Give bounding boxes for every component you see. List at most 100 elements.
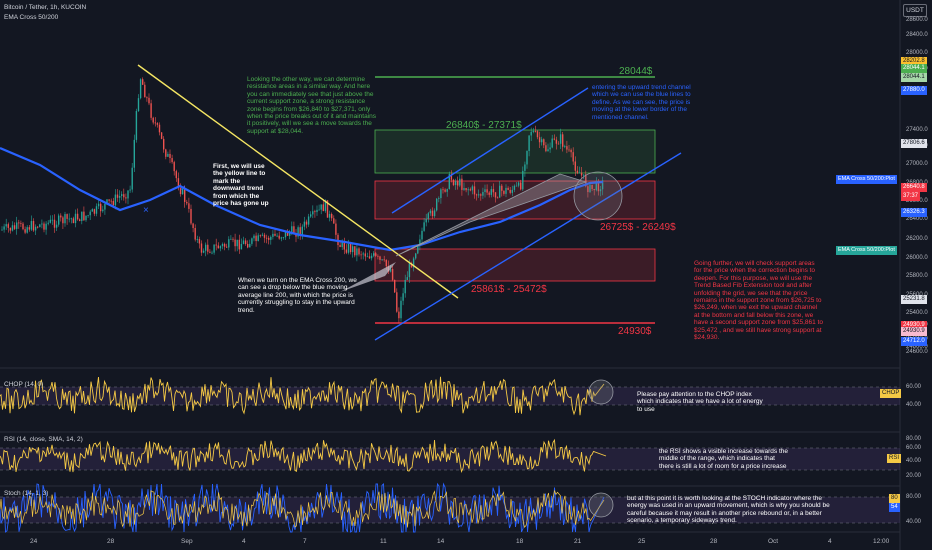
candle-body [572,152,574,162]
candle-body [242,240,245,244]
upper-support-zone-label: 26725$ - 26249$ [600,222,676,233]
note-stoch[interactable]: but at this point it is worth looking at… [627,495,830,525]
resistance-zone-box[interactable] [374,129,656,174]
candle-body [234,239,236,247]
channel-upper-line[interactable] [391,87,589,214]
chop-value-tag: CHOP [880,389,902,398]
candle-body [488,192,490,195]
candle-body [553,138,555,140]
candle-body [114,194,117,206]
chop-line[interactable] [0,376,605,416]
lower-support-zone-label: 25861$ - 25472$ [471,284,547,295]
arrow-pointer [340,262,396,292]
stoch-d-line[interactable] [0,489,605,528]
chop-highlight-circle[interactable] [588,379,614,405]
time-axis-label: 28 [710,538,718,545]
candle-body [440,189,442,199]
candle-body [480,194,482,196]
candle-body [578,172,581,174]
stoch-highlight-circle[interactable] [588,492,614,518]
price-axis-label: 27000.0 [906,161,928,167]
stoch-pane-title[interactable]: Stoch (14, 1, 3) [4,490,49,497]
candle-body [89,211,91,216]
note-chop[interactable]: Please pay attention to the CHOP index w… [637,391,763,413]
candle-body [352,246,354,253]
rsi-line[interactable] [0,438,607,473]
ema-200-line[interactable] [0,146,604,252]
stoch-k-line[interactable] [0,482,605,533]
fib-extension-shape[interactable] [395,173,588,257]
channel-lower-line[interactable] [374,152,682,341]
candle-body [58,215,60,225]
downtrend-line[interactable] [137,64,459,299]
candle-body [310,214,312,217]
candle-body [442,189,444,191]
candle-body [448,174,450,189]
candle-body [257,235,259,242]
candle-body [450,174,453,180]
candle-body [272,233,274,237]
candle-body [396,292,398,312]
note-ema[interactable]: When we turn on the EMA Cross 200, we ca… [238,277,357,314]
candle-body [446,188,448,192]
candle-body [108,199,110,201]
candle-body [7,224,9,228]
note-fib[interactable]: Going further, we will check support are… [694,260,824,342]
candle-body [60,215,62,218]
candle-body [589,184,591,193]
candle-body [70,218,72,220]
price-axis-label: 25800.0 [906,273,928,279]
price-tag: 26640.8 [901,183,927,192]
candle-body [599,189,602,192]
note-rsi[interactable]: the RSI shows a visible increase towards… [659,448,788,470]
note-resistance[interactable]: Looking the other way, we can determine … [247,76,376,135]
candle-body [452,179,455,186]
highlight-circle[interactable] [573,171,623,221]
candle-body [261,234,264,236]
upper-support-zone-box[interactable] [374,180,656,220]
stoch-d-tag: 80 [889,494,900,503]
indicator-legend[interactable]: EMA Cross 50/200 [4,14,59,21]
candle-body [211,252,213,254]
time-axis-label: 4 [242,538,246,545]
candle-body [83,211,85,221]
candle-body [417,245,419,254]
candle-body [274,233,276,236]
candle-body [102,209,104,212]
candle-body [331,213,333,219]
candle-body [322,204,324,212]
candle-body [276,235,278,237]
candle-body [574,161,576,171]
symbol-title[interactable]: Bitcoin / Tether, 1h, KUCOIN [4,4,87,11]
candle-body [404,280,406,294]
candle-body [95,206,98,214]
candle-body [501,185,503,191]
strong-support-label: 24930$ [618,326,652,337]
candle-body [3,226,5,230]
candle-body [373,253,375,256]
candle-body [591,184,593,189]
candle-body [11,225,14,231]
candle-body [93,209,96,214]
candle-body [538,137,541,143]
candle-body [341,241,343,248]
candle-body [146,97,148,99]
candle-body [534,131,537,132]
candle-body [402,293,404,301]
note-channel[interactable]: entering the upward trend channel which … [592,84,691,121]
chop-pane-title[interactable]: CHOP (14, 0) [4,381,44,388]
candle-body [167,153,169,157]
rsi-pane-title[interactable]: RSI (14, close, SMA, 14, 2) [4,436,83,443]
price-candles [1,77,604,324]
candle-body [463,188,465,190]
candle-body [593,188,595,191]
time-axis-label: 4 [828,538,832,545]
currency-button[interactable]: USDT [903,4,927,17]
candle-body [209,251,211,253]
candle-body [28,227,30,230]
candle-body [137,98,140,112]
candle-body [13,225,16,229]
note-yellow-line[interactable]: First, we will use the yellow line to ma… [213,163,269,208]
candle-body [307,216,310,225]
